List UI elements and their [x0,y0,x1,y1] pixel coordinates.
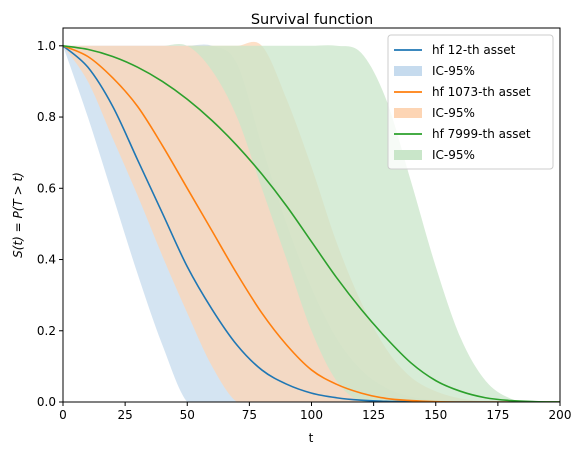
x-tick-label: 25 [117,408,132,422]
x-tick-label: 100 [300,408,323,422]
y-tick-label: 0.6 [37,181,56,195]
y-axis-ticks: 0.0 0.2 0.4 0.6 0.8 1.0 [37,39,63,409]
y-tick-label: 1.0 [37,39,56,53]
legend-series-label-2: hf 1073-th asset [432,85,531,99]
y-tick-label: 0.2 [37,324,56,338]
legend-series-label-3: hf 7999-th asset [432,127,531,141]
y-axis-label: S(t) = P(T > t) [11,172,25,258]
x-axis-ticks: 0 25 50 75 100 125 150 175 200 [59,402,571,422]
legend-band-swatch-1 [394,66,422,76]
x-tick-label: 175 [486,408,509,422]
legend-band-label-3: IC-95% [432,148,475,162]
survival-line-1 [63,45,560,402]
confidence-band-3 [63,43,560,402]
y-tick-label: 0.8 [37,110,56,124]
x-tick-label: 50 [180,408,195,422]
legend: hf 12-th asset IC-95% hf 1073-th asset IC-9… [387,34,554,170]
legend-band-swatch-3 [394,150,422,160]
y-tick-label: 0.4 [37,253,56,267]
x-tick-label: 75 [242,408,257,422]
legend-box [387,34,554,170]
legend-band-swatch-2 [394,108,422,118]
survival-line-2 [63,45,560,402]
legend-series-label-1: hf 12-th asset [432,43,516,57]
x-axis-label: t [309,431,314,445]
confidence-bands [63,41,560,402]
chart-title: Survival function [251,12,373,28]
legend-band-label-2: IC-95% [432,106,475,120]
x-tick-label: 150 [424,408,447,422]
x-tick-label: 125 [362,408,385,422]
legend-band-label-1: IC-95% [432,64,475,78]
survival-line-3 [63,45,560,402]
x-tick-label: 200 [549,408,572,422]
x-tick-label: 0 [59,408,67,422]
y-tick-label: 0.0 [37,395,56,409]
survival-lines [63,45,560,402]
